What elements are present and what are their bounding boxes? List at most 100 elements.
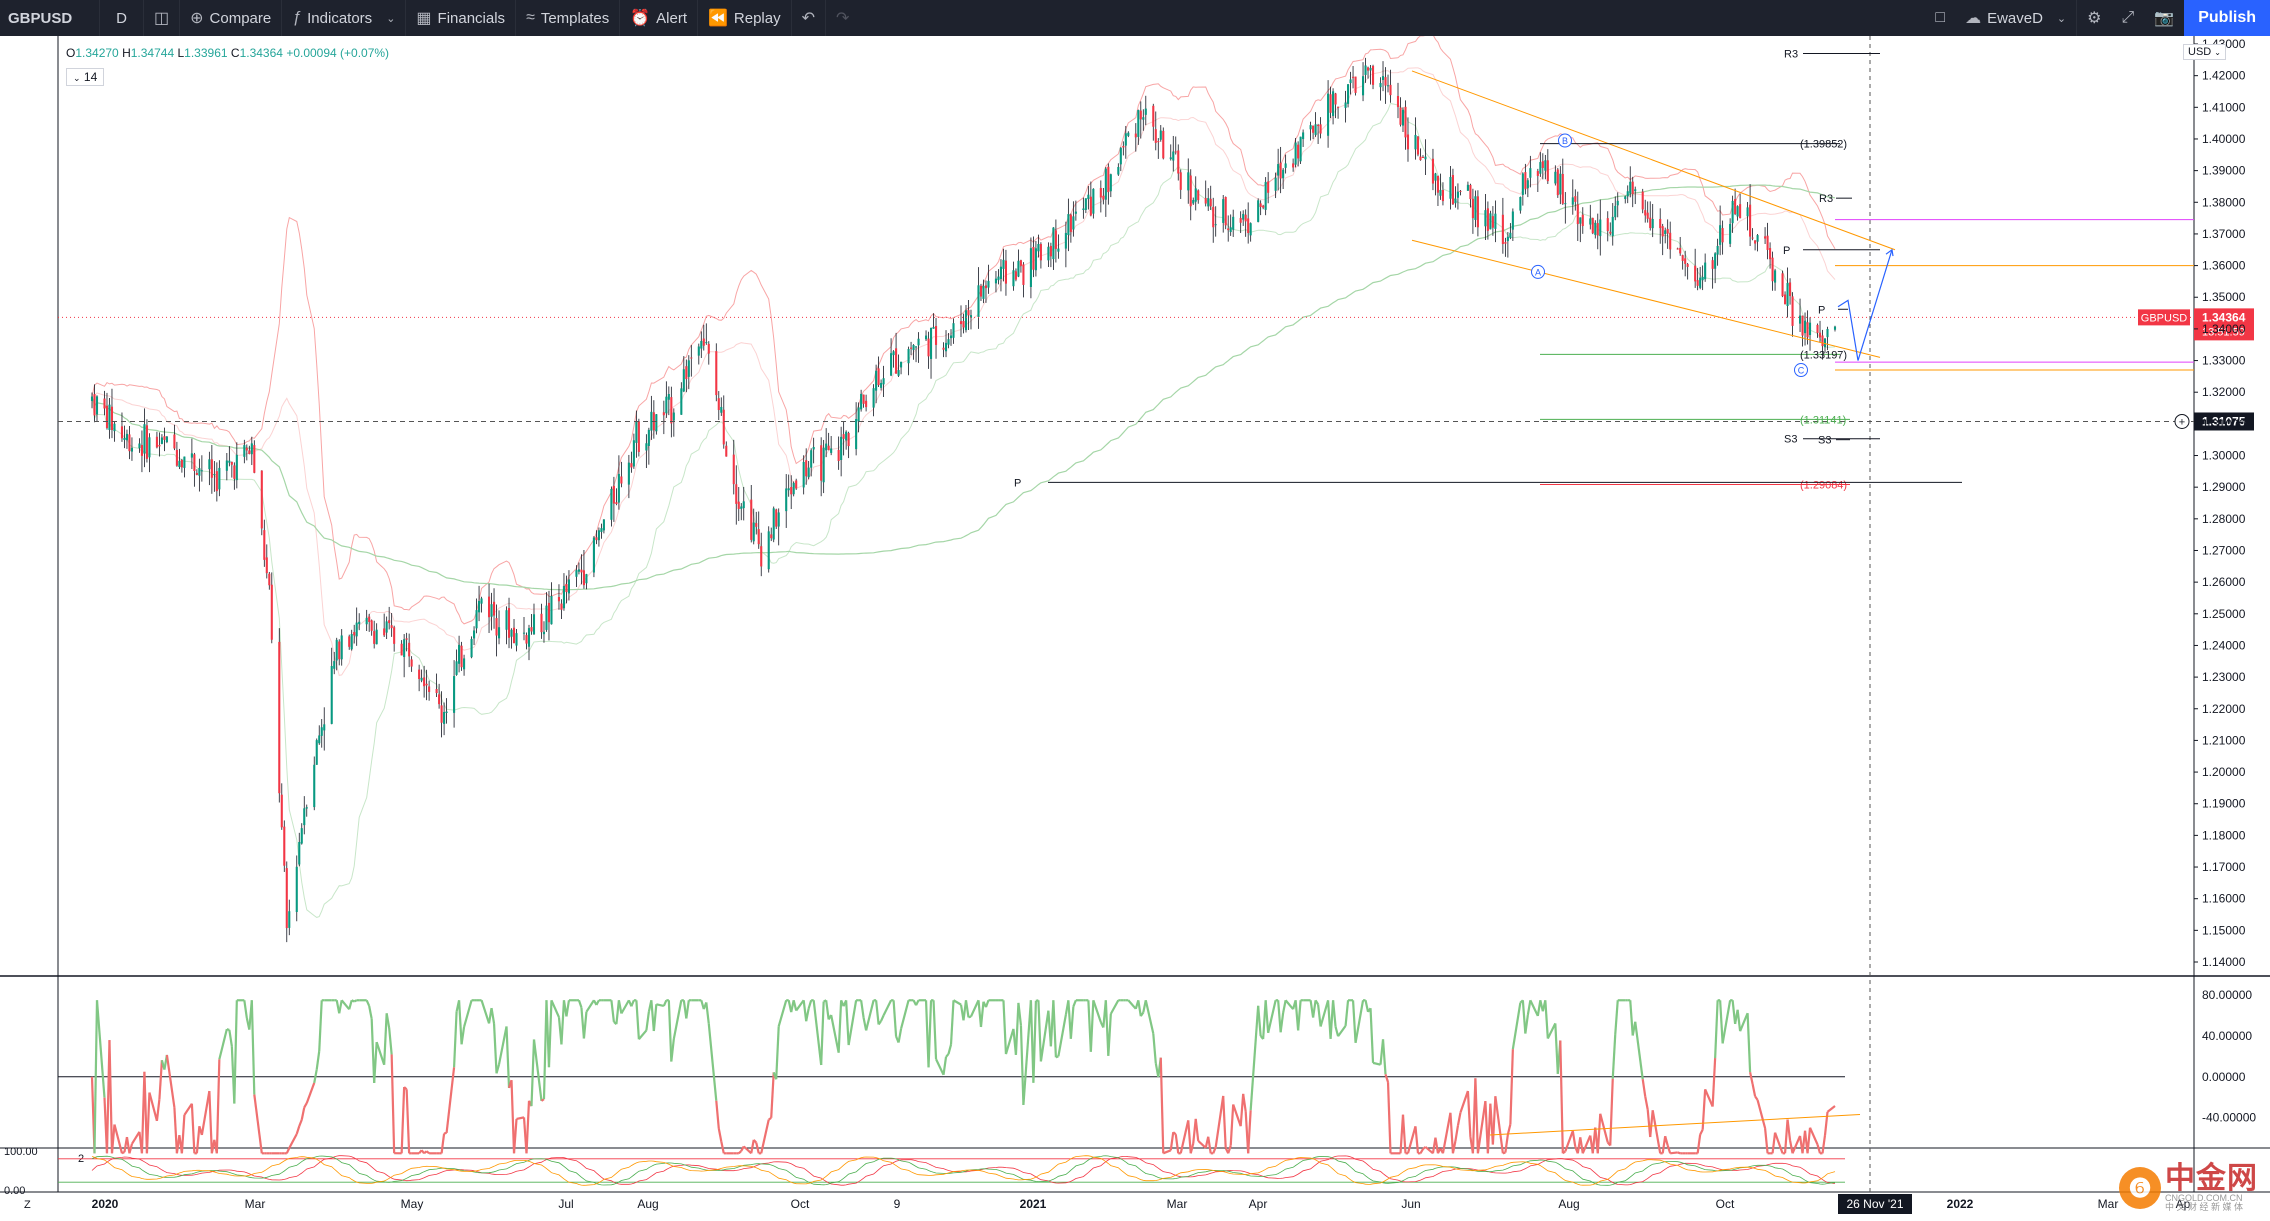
candle-body [1277,164,1279,176]
candle-body [1387,85,1389,86]
alert-button[interactable]: ⏰ Alert [620,0,698,36]
candle-body [1172,151,1174,160]
candle-body [803,462,805,487]
candle-body [1055,230,1057,249]
fullscreen-button[interactable]: ⤢ [2111,0,2144,36]
osc-segment [1458,1113,1460,1126]
candle-body [236,455,238,480]
redo-button[interactable]: ↷ [826,0,859,36]
candle [183,456,185,477]
candle-body [128,434,130,451]
osc-segment [1545,1000,1547,1038]
price-tick-label: 1.37000 [2202,227,2246,241]
indicators-button[interactable]: ƒ Indicators ⌄ [282,0,406,36]
candle-body [1467,185,1469,191]
candle-body [565,584,567,592]
candle [1055,220,1057,263]
candle-body [1175,151,1177,152]
candle-body [913,345,915,350]
candle-body [740,506,742,508]
osc-segment [217,1059,219,1153]
candle-body [1195,188,1197,201]
candle [925,330,927,341]
candle-body [950,335,952,338]
interval-button[interactable]: D [100,0,144,36]
candle [1245,209,1247,236]
candle [845,430,847,449]
layout-menu-button[interactable]: ☁ EwaveD ⌄ [1955,0,2077,36]
candle-body [1177,150,1179,173]
candle-body [1320,124,1322,133]
candle [263,520,265,567]
osc-segment [944,1057,946,1075]
snapshot-button[interactable]: 📷 [2144,0,2184,36]
price-tick-label: 1.19000 [2202,797,2246,811]
candle [1160,125,1162,142]
osc-segment [254,1095,261,1154]
candle [141,430,143,472]
candle [1732,196,1734,233]
settings-button[interactable]: ⚙ [2077,0,2111,36]
candle-body [715,351,717,395]
financials-button[interactable]: ▦ Financials [406,0,516,36]
publish-button[interactable]: Publish [2184,0,2270,36]
replay-button[interactable]: ⏪ Replay [698,0,792,36]
candle-body [368,617,370,622]
candle-body [610,489,612,520]
osc-segment [1058,1015,1065,1057]
osc-segment [1281,1013,1283,1032]
candle-body [91,397,93,401]
chart-canvas[interactable]: (1.39852)(1.33197)(1.31141)(1.29084)R3R3… [0,36,2270,1216]
candle-body [1527,180,1529,188]
financials-label: Financials [438,10,506,27]
osc-segment [122,1152,124,1153]
candle-body [1364,65,1366,74]
indicator-period-box[interactable]: ⌄ 14 [66,68,104,86]
candle [523,617,525,640]
candle-body [1547,160,1549,181]
candle-body [126,434,128,440]
candle [1170,144,1172,160]
candle-body [755,523,757,527]
candle-body [233,465,235,478]
candle [498,610,500,644]
fullscreen-layout-button[interactable]: □ [1925,0,1955,36]
candle [1012,262,1014,291]
candle-body [1145,109,1147,115]
candle [463,655,465,676]
osc-segment [317,1051,319,1069]
osc-segment [1790,1140,1792,1153]
candle [715,343,717,401]
chart-type-button[interactable]: ◫ [144,0,180,36]
candle-body [1559,174,1561,195]
candle [1225,196,1227,229]
compare-button[interactable]: ⊕ Compare [180,0,282,36]
candle [1315,112,1317,137]
symbol-search[interactable]: GBPUSD [0,0,100,36]
candle [947,333,949,348]
candle [545,592,547,632]
candle-body [1717,246,1719,255]
candle-body [1522,173,1524,194]
osc-segment [549,1000,551,1067]
candle [1347,84,1349,107]
candle [820,437,822,496]
candle [446,698,448,723]
undo-button[interactable]: ↶ [792,0,826,36]
candle [331,648,333,725]
osc-segment [1198,1141,1205,1148]
templates-button[interactable]: ≈ Templates [516,0,620,36]
osc-segment [1700,1130,1702,1135]
candle [1787,268,1789,318]
candle-body [1502,215,1504,244]
candle-body [873,388,875,407]
candle-body [778,512,780,526]
currency-selector[interactable]: USD ⌄ [2183,44,2226,60]
osc-segment [744,1146,751,1153]
candle [620,462,622,487]
candle [1712,257,1714,289]
osc-segment [129,1144,131,1153]
price-tick-label: 1.28000 [2202,512,2246,526]
watermark-logo: ❻ [2119,1167,2161,1209]
